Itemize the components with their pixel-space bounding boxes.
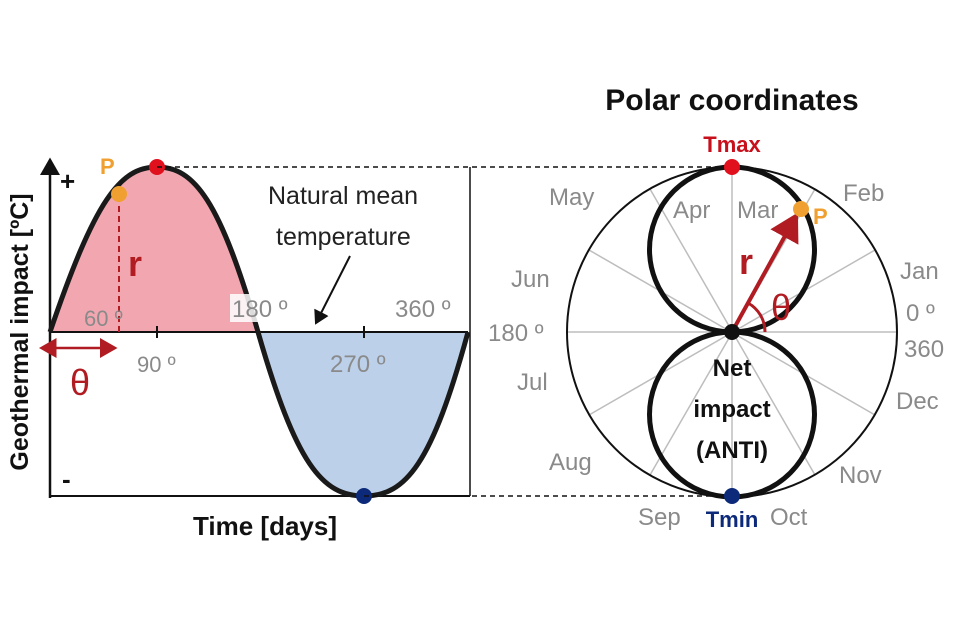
tick-90-label: 90 º (137, 352, 176, 377)
month-nov: Nov (839, 462, 882, 489)
month-may: May (549, 184, 594, 211)
tmin-label: Tmin (706, 507, 759, 532)
angle-0-label: 0 º (906, 300, 935, 327)
annotation-line1: Natural mean (268, 182, 418, 210)
y-axis-label: Geothermal impact [ºC] (6, 193, 34, 470)
tick-60-label: 60 º (84, 306, 123, 331)
angle-360-label: 360 (904, 336, 944, 363)
month-labels: Jan Feb Mar Apr May Jun Jul Aug Sep Oct … (511, 180, 939, 531)
month-jun: Jun (511, 266, 550, 293)
r-vector-arrow (730, 212, 799, 333)
origin-dot (724, 324, 740, 340)
sine-curve (47, 164, 471, 499)
tmax-dot-polar (724, 159, 740, 175)
negative-area (258, 332, 468, 496)
theta-label-polar: θ (771, 287, 791, 328)
month-sep: Sep (638, 504, 681, 531)
angle-180-label: 180 º (488, 320, 544, 347)
net-impact-line3: (ANTI) (696, 437, 768, 464)
p-label-polar: P (813, 204, 828, 229)
month-mar: Mar (737, 197, 778, 224)
month-feb: Feb (843, 180, 884, 207)
polar-panel: Polar coordinates Tmax Tmin P r θ 180 º … (157, 84, 944, 532)
p-point-dot (111, 186, 127, 202)
annotation-arrow (314, 255, 351, 325)
r-label-left: r (128, 243, 142, 284)
month-oct: Oct (770, 504, 808, 531)
polar-title: Polar coordinates (605, 84, 858, 117)
r-label-polar: r (739, 241, 753, 282)
tmax-label: Tmax (703, 132, 761, 157)
tmin-dot-polar (724, 488, 740, 504)
tick-180-bg (230, 294, 278, 322)
p-label-left: P (100, 154, 115, 179)
minus-label: - (62, 464, 71, 494)
sine-panel: Geothermal impact [ºC] + - P r θ 60 º 90… (6, 154, 471, 541)
x-axis-label: Time [days] (193, 511, 337, 541)
month-jan: Jan (900, 258, 939, 285)
month-jul: Jul (517, 369, 548, 396)
theta-arc (747, 301, 767, 333)
p-point-dot-polar (793, 201, 809, 217)
net-impact-line2: impact (693, 396, 770, 423)
annotation-line2: temperature (276, 223, 411, 251)
plus-label: + (60, 166, 75, 196)
tick-360-label: 360 º (395, 296, 451, 323)
tick-180-label: 180 º (232, 296, 288, 323)
month-aug: Aug (549, 449, 592, 476)
theta-label-left: θ (70, 362, 90, 403)
tick-270-label: 270 º (330, 351, 386, 378)
month-apr: Apr (673, 197, 710, 224)
month-dec: Dec (896, 388, 939, 415)
net-impact-line1: Net (713, 355, 752, 382)
